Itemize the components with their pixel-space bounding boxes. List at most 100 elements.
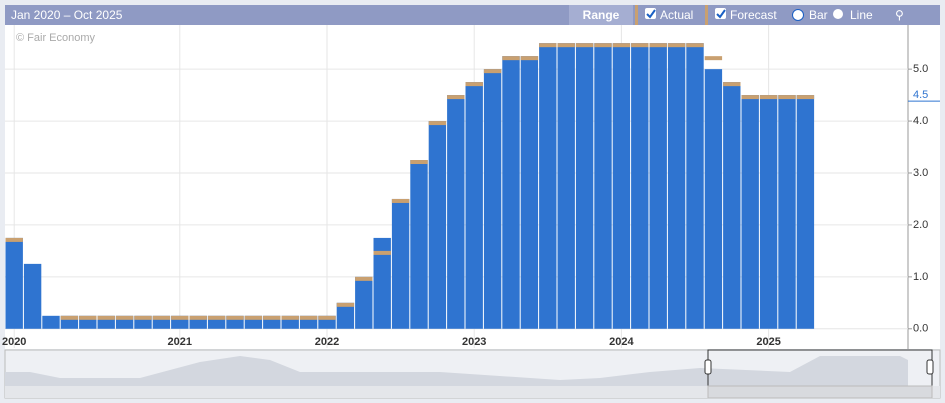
bar	[723, 82, 741, 329]
x-tick-label: 2020	[2, 336, 26, 348]
actual-checkbox[interactable]	[645, 8, 656, 19]
bar	[539, 43, 557, 329]
forecast-marker	[299, 315, 318, 320]
bar	[42, 315, 60, 329]
bar	[557, 43, 575, 329]
forecast-marker	[134, 315, 152, 320]
bar	[741, 95, 759, 329]
legend-forecast[interactable]: Forecast	[730, 8, 777, 22]
date-range: Jan 2020 – Oct 2025	[11, 8, 123, 22]
forecast-marker	[686, 43, 704, 48]
zoom-icon[interactable]: ⚲	[895, 8, 904, 22]
forecast-marker	[115, 315, 134, 320]
bar	[575, 43, 594, 329]
x-tick-label: 2021	[168, 336, 192, 348]
forecast-marker	[355, 276, 373, 281]
bar	[465, 82, 483, 329]
scrollbar-thumb[interactable]	[707, 385, 933, 399]
y-tick-label: 3.0	[913, 167, 928, 179]
forecast-marker	[667, 43, 686, 48]
bar	[428, 121, 447, 329]
y-tick-label: 4.0	[913, 115, 928, 127]
forecast-checkbox[interactable]	[715, 8, 726, 19]
bar	[447, 95, 465, 329]
bar	[23, 263, 42, 329]
bar	[483, 69, 502, 329]
bar	[410, 160, 428, 329]
line-option[interactable]: Line	[850, 8, 873, 22]
forecast-marker	[520, 56, 539, 61]
line-radio[interactable]	[833, 9, 843, 19]
forecast-marker	[539, 43, 557, 48]
bar	[631, 43, 649, 329]
forecast-marker	[447, 95, 465, 100]
forecast-marker	[373, 250, 391, 255]
forecast-marker	[428, 121, 447, 126]
forecast-marker	[594, 43, 612, 48]
y-tick-label: 0.0	[913, 323, 928, 335]
legend-actual[interactable]: Actual	[660, 8, 694, 22]
bar	[778, 95, 796, 329]
bar	[373, 237, 391, 329]
forecast-marker	[410, 160, 428, 165]
navigator	[4, 349, 941, 399]
forecast-marker	[723, 82, 741, 87]
forecast-marker	[152, 315, 171, 320]
watermark: © Fair Economy	[16, 32, 96, 44]
forecast-marker	[704, 56, 723, 61]
forecast-marker	[318, 315, 336, 320]
forecast-marker	[502, 56, 520, 61]
forecast-marker	[263, 315, 281, 320]
bar	[649, 43, 667, 329]
bar	[520, 56, 539, 329]
forecast-marker	[207, 315, 226, 320]
separator	[635, 5, 638, 25]
x-tick-label: 2023	[462, 336, 486, 348]
y-tick-label: 2.0	[913, 219, 928, 231]
forecast-marker	[557, 43, 575, 48]
x-tick-label: 2022	[315, 336, 339, 348]
forecast-marker	[79, 315, 97, 320]
last-value-label: 4.5	[913, 89, 928, 101]
forecast-marker	[226, 315, 244, 320]
forecast-marker	[171, 315, 189, 320]
toolbar: Jan 2020 – Oct 2025 Range Actual Forecas…	[5, 5, 940, 25]
bar	[704, 69, 723, 329]
bar	[796, 95, 815, 329]
forecast-marker	[5, 237, 23, 242]
forecast-marker	[796, 95, 815, 100]
forecast-marker	[60, 315, 79, 320]
bar-radio[interactable]	[792, 9, 804, 21]
forecast-marker	[483, 69, 502, 74]
forecast-marker	[189, 315, 207, 320]
y-tick-label: 5.0	[913, 63, 928, 75]
forecast-marker	[97, 315, 115, 320]
forecast-marker	[575, 43, 594, 48]
x-tick-label: 2025	[756, 336, 780, 348]
forecast-marker	[281, 315, 299, 320]
bar	[759, 95, 778, 329]
bar	[612, 43, 631, 329]
forecast-marker	[244, 315, 263, 320]
forecast-marker	[465, 82, 483, 87]
forecast-marker	[759, 95, 778, 100]
bar	[686, 43, 704, 329]
bar	[502, 56, 520, 329]
bar-option[interactable]: Bar	[809, 8, 828, 22]
navigator-handle[interactable]	[926, 359, 934, 375]
bar	[594, 43, 612, 329]
forecast-marker	[391, 198, 410, 203]
bar	[391, 198, 410, 329]
forecast-marker	[631, 43, 649, 48]
scrollbar	[5, 386, 940, 398]
forecast-marker	[336, 302, 355, 307]
range-button[interactable]: Range	[569, 5, 633, 25]
navigator-handle[interactable]	[704, 359, 712, 375]
forecast-marker	[778, 95, 796, 100]
navigator-area	[5, 356, 908, 386]
forecast-marker	[649, 43, 667, 48]
bar	[336, 302, 355, 329]
x-tick-label: 2024	[609, 336, 634, 348]
